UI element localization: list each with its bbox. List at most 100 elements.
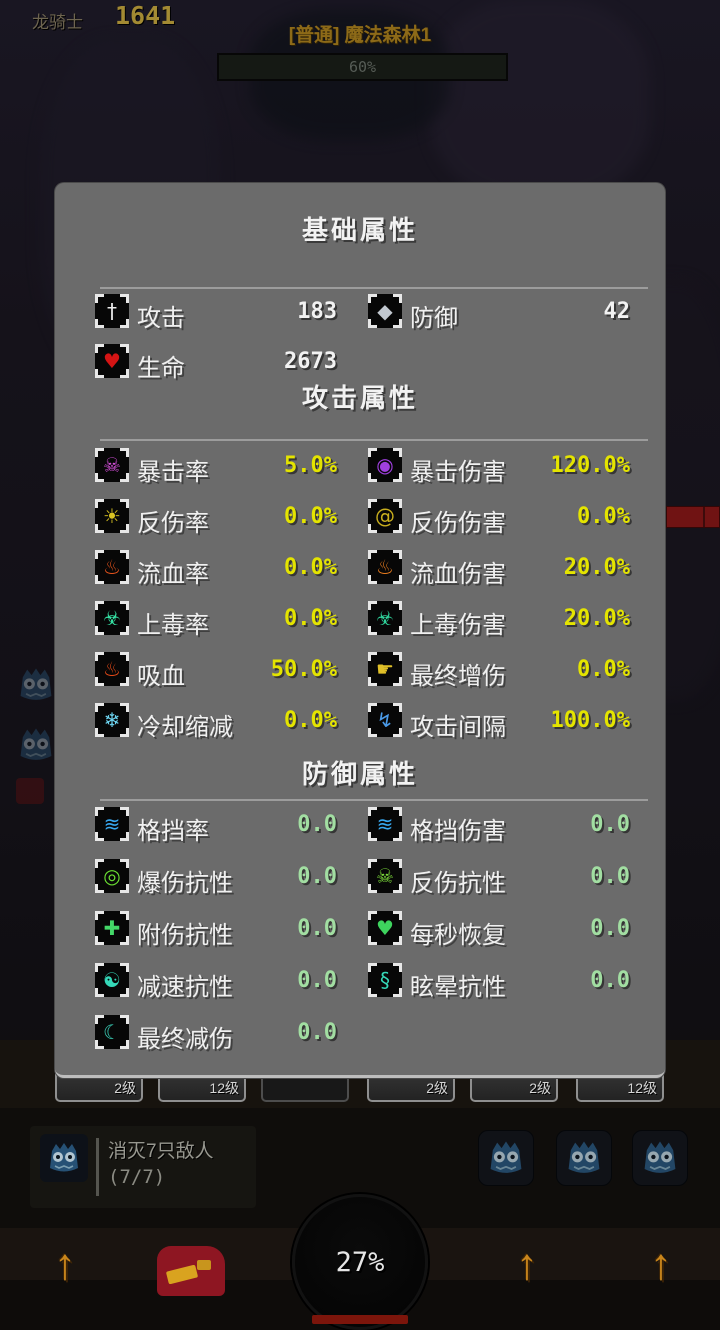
- stat-value: 20.0%: [563, 606, 630, 631]
- monster-slot-button-1[interactable]: [478, 1130, 534, 1186]
- stat-label: 每秒恢复: [410, 922, 506, 949]
- section-title-basic: 基础属性: [301, 215, 418, 245]
- bleed-rate-icon: ♨: [95, 550, 129, 584]
- stat-added-damage-resist: ✚ 附伤抗性 0.0: [95, 908, 337, 949]
- divider: [100, 439, 648, 441]
- enemy-hp-bar: [666, 506, 720, 528]
- stat-value: 0.0: [590, 864, 630, 889]
- forest-silhouette: [430, 0, 650, 200]
- skill-level-label: 2级: [426, 1080, 448, 1096]
- stat-bleed-damage: ♨ 流血伤害 20.0%: [368, 547, 630, 588]
- charge-percent: 27%: [335, 1246, 385, 1278]
- stat-value: 0.0: [297, 864, 337, 889]
- stat-crit-rate: ☠ 暴击率 5.0%: [95, 445, 337, 486]
- stat-crit-damage: ◉ 暴击伤害 120.0%: [368, 445, 630, 486]
- stat-burst-resist: ◎ 爆伤抗性 0.0: [95, 856, 337, 897]
- final-damage-reduction-icon: ☾: [95, 1015, 129, 1049]
- shield-icon: ◆: [368, 294, 402, 328]
- burst-resist-icon: ◎: [95, 859, 129, 893]
- stat-bleed-rate: ♨ 流血率 0.0%: [95, 547, 337, 588]
- stat-lifesteal: ♨ 吸血 50.0%: [95, 649, 337, 690]
- thorns-rate-icon: ☀: [95, 499, 129, 533]
- stat-label: 减速抗性: [137, 974, 233, 1001]
- upgrade-arrow-button-1[interactable]: ↑: [54, 1240, 76, 1289]
- divider: [100, 287, 648, 289]
- bleed-damage-icon: ♨: [368, 550, 402, 584]
- section-title-attack: 攻击属性: [301, 383, 418, 413]
- quest-tracker[interactable]: 消灭7只敌人 (7/7): [30, 1126, 256, 1208]
- player-power-value: 1641: [115, 1, 176, 30]
- lifesteal-icon: ♨: [95, 652, 129, 686]
- added-damage-resist-icon: ✚: [95, 911, 129, 945]
- monster-slot-button-3[interactable]: [632, 1130, 688, 1186]
- stat-attack: † 攻击 183: [95, 291, 337, 332]
- stat-value: 100.0%: [550, 708, 630, 733]
- stat-label: 格挡率: [137, 818, 209, 845]
- skill-level-label: 2级: [114, 1080, 136, 1096]
- regen-per-second-icon: ♥: [368, 911, 402, 945]
- stat-thorns-rate: ☀ 反伤率 0.0%: [95, 496, 337, 537]
- upgrade-arrow-button-3[interactable]: ↑: [650, 1240, 672, 1289]
- stat-label: 反伤抗性: [410, 870, 506, 897]
- stat-regen-per-second: ♥ 每秒恢复 0.0: [368, 908, 630, 949]
- stat-poison-rate: ☣ 上毒率 0.0%: [95, 598, 337, 639]
- background-enemy: [14, 722, 58, 768]
- stat-label: 流血伤害: [410, 561, 506, 588]
- attack-interval-icon: ↯: [368, 703, 402, 737]
- stat-label: 攻击: [137, 305, 185, 332]
- stat-value: 5.0%: [284, 453, 337, 478]
- section-title-defense: 防御属性: [301, 759, 418, 789]
- stat-attack-interval: ↯ 攻击间隔 100.0%: [368, 700, 630, 741]
- stat-slow-resist: ☯ 减速抗性 0.0: [95, 960, 337, 1001]
- final-damage-bonus-icon: ☛: [368, 652, 402, 686]
- stat-label: 生命: [137, 355, 185, 382]
- player-name: 龙骑士: [32, 13, 83, 32]
- boot-item-button[interactable]: [157, 1246, 225, 1296]
- monster-icon: [562, 1136, 606, 1180]
- stat-defense: ◆ 防御 42: [368, 291, 631, 332]
- stat-label: 上毒率: [137, 612, 209, 639]
- stat-value: 120.0%: [550, 453, 630, 478]
- stat-label: 攻击间隔: [410, 714, 506, 741]
- slow-resist-icon: ☯: [95, 963, 129, 997]
- stat-label: 最终增伤: [410, 663, 506, 690]
- stat-label: 附伤抗性: [137, 922, 233, 949]
- stat-value: 0.0: [590, 968, 630, 993]
- stat-value: 20.0%: [563, 555, 630, 580]
- stat-label: 防御: [410, 305, 458, 332]
- character-stats-panel: 基础属性 † 攻击 183 ◆ 防御 42 ♥ 生命 2673 攻击属性 ☠ 暴…: [55, 183, 665, 1078]
- monster-slot-button-2[interactable]: [556, 1130, 612, 1186]
- block-damage-icon: ≋: [368, 807, 402, 841]
- stat-value: 2673: [284, 349, 337, 374]
- stat-value: 0.0%: [284, 555, 337, 580]
- stat-value: 0.0: [590, 812, 630, 837]
- stat-health: ♥ 生命 2673: [95, 341, 337, 382]
- stat-block-rate: ≋ 格挡率 0.0: [95, 804, 337, 845]
- quest-progress: (7/7): [108, 1166, 166, 1188]
- stat-label: 反伤伤害: [410, 510, 506, 537]
- stat-final-damage-reduction: ☾ 最终减伤 0.0: [95, 1012, 337, 1053]
- thorns-resist-icon: ☠: [368, 859, 402, 893]
- stat-label: 流血率: [137, 561, 209, 588]
- stat-value: 0.0: [297, 916, 337, 941]
- poison-damage-icon: ☣: [368, 601, 402, 635]
- charge-skill-button[interactable]: 27%: [292, 1194, 428, 1330]
- crit-damage-icon: ◉: [368, 448, 402, 482]
- upgrade-arrow-button-2[interactable]: ↑: [516, 1240, 538, 1289]
- stage-progress-bar: 60%: [217, 53, 508, 81]
- stat-label: 爆伤抗性: [137, 870, 233, 897]
- stage-progress-value: 60%: [348, 58, 377, 76]
- stat-value: 0.0: [297, 812, 337, 837]
- skill-level-label: 2级: [529, 1080, 551, 1096]
- stat-block-damage: ≋ 格挡伤害 0.0: [368, 804, 630, 845]
- stat-thorns-damage: @ 反伤伤害 0.0%: [368, 496, 630, 537]
- monster-icon: [638, 1136, 682, 1180]
- stat-label: 最终减伤: [137, 1026, 233, 1053]
- stat-value: 0.0%: [284, 606, 337, 631]
- crit-rate-icon: ☠: [95, 448, 129, 482]
- stat-value: 0.0%: [577, 657, 630, 682]
- stat-label: 反伤率: [137, 510, 209, 537]
- stat-value: 42: [603, 299, 631, 324]
- cooldown-reduction-icon: ❄: [95, 703, 129, 737]
- stat-label: 冷却缩减: [137, 714, 233, 741]
